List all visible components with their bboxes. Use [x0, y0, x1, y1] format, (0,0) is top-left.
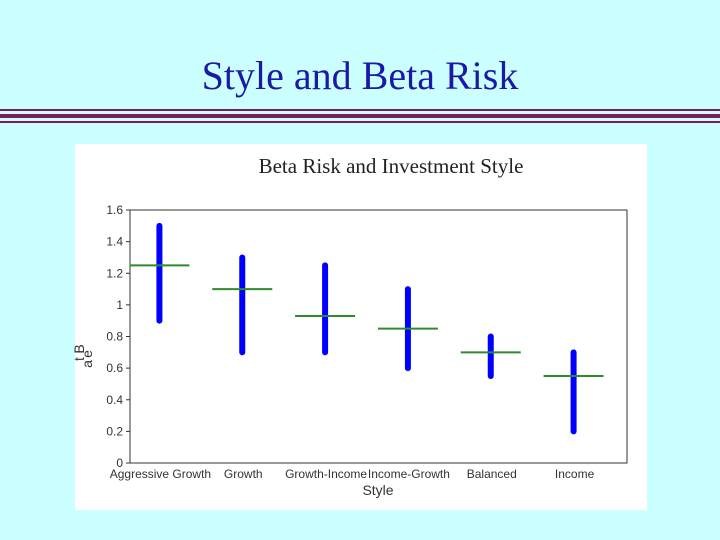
x-tick-label: Income: [555, 467, 595, 481]
y-tick-label: 0.8: [106, 330, 123, 344]
y-tick-label: 1.6: [106, 203, 123, 217]
y-axis-label-letter: t: [71, 357, 87, 361]
beta-risk-chart: Beta Risk and Investment Style 0 0.2 0.4 0.…: [71, 154, 628, 498]
chart-panel: Beta Risk and Investment Style 0 0.2 0.4 0.…: [71, 144, 647, 510]
y-tick-label: 0.2: [106, 424, 123, 438]
y-tick-label: 1.2: [106, 266, 123, 280]
mean-markers: [129, 264, 604, 378]
x-tick-label: Aggressive Growth: [110, 467, 211, 481]
divider-line-middle: [0, 114, 720, 118]
chart-title: Beta Risk and Investment Style: [259, 154, 524, 178]
y-axis: 0 0.2 0.4 0.6 0.8 1 1.2 1.4 1.6: [106, 203, 130, 470]
y-tick-label: 1: [116, 298, 123, 312]
x-axis-label: Style: [362, 482, 393, 498]
y-axis-label: Beta: [71, 344, 95, 368]
slide-title: Style and Beta Risk: [201, 53, 519, 98]
x-tick-label: Income-Growth: [368, 467, 450, 481]
divider-line-top: [0, 109, 720, 111]
y-axis-label-letter: a: [79, 360, 95, 368]
y-tick-label: 1.4: [106, 235, 123, 249]
y-tick-label: 0.6: [106, 361, 123, 375]
x-tick-label: Balanced: [467, 467, 517, 481]
plot-frame: [129, 209, 628, 464]
x-tick-label: Growth: [224, 467, 263, 481]
y-axis-label-letter: B: [71, 344, 87, 353]
x-axis: Aggressive Growth Growth Growth-Income Inco…: [110, 467, 595, 481]
y-tick-label: 0: [116, 456, 123, 470]
x-tick-label: Growth-Income: [285, 467, 367, 481]
divider-line-bottom: [0, 121, 720, 123]
y-tick-label: 0.4: [106, 393, 123, 407]
range-bars: [156, 222, 577, 435]
y-axis-label-letter: e: [79, 350, 95, 358]
title-divider: [0, 109, 720, 127]
